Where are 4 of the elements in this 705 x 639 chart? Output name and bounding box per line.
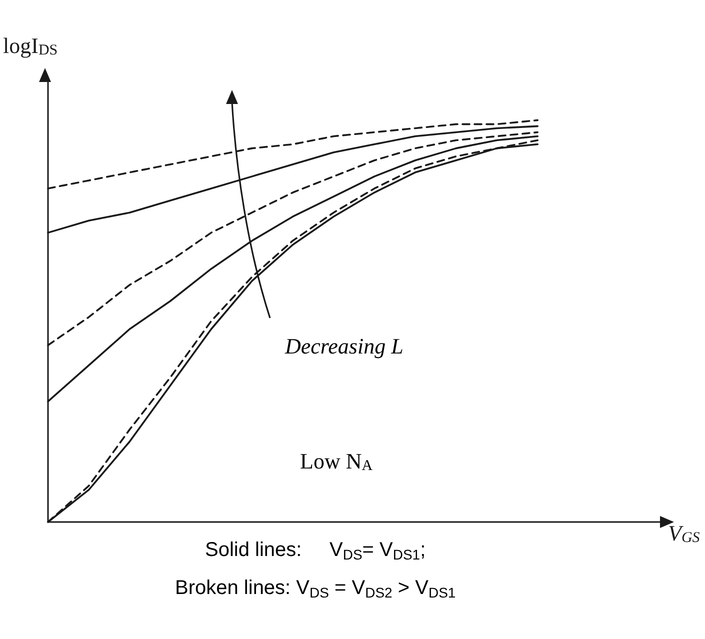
annotation: Decreasing L xyxy=(284,334,404,358)
x-axis-title: VGS xyxy=(668,520,700,546)
y-axis-title: logIDS xyxy=(3,33,58,58)
annotation: Low NA xyxy=(300,448,373,474)
